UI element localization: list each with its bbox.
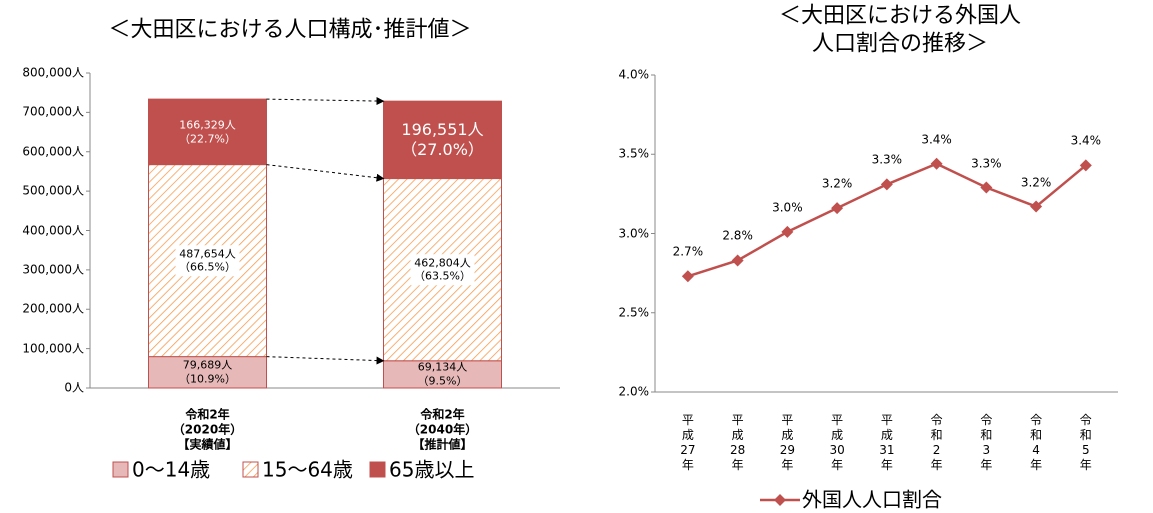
bar-segment bbox=[148, 356, 267, 389]
data-label: 79,689人 （10.9%） bbox=[179, 358, 236, 386]
data-label: 2.7% bbox=[672, 244, 704, 259]
x-tick-label: 平成29年 bbox=[779, 413, 795, 472]
y-tick-label: 3.5% bbox=[618, 146, 650, 161]
chart-title: ＜大田区における人口構成･推計値＞ bbox=[108, 17, 472, 43]
data-label: 3.0% bbox=[772, 200, 803, 215]
marker bbox=[681, 270, 694, 283]
x-tick-label: 令和2年 （2040年） 【推計値】 bbox=[407, 407, 478, 452]
marker bbox=[831, 202, 844, 215]
y-tick-label: 0人 bbox=[64, 380, 84, 395]
y-tick-label: 500,000人 bbox=[22, 183, 84, 198]
marker bbox=[980, 181, 993, 194]
x-tick-label: 令和2年 （2020年） 【実績値】 bbox=[172, 407, 243, 452]
x-tick-label: 平成31年 bbox=[879, 413, 895, 472]
legend-swatch bbox=[242, 461, 259, 478]
legend-label: 外国人人口割合 bbox=[802, 487, 942, 512]
legend-swatch bbox=[112, 461, 129, 478]
y-tick-label: 2.0% bbox=[618, 384, 650, 399]
data-label: 166,329人 （22.7%） bbox=[179, 118, 236, 145]
data-label: 196,551人 （27.0%） bbox=[401, 119, 484, 159]
y-tick-label: 800,000人 bbox=[22, 65, 84, 80]
bar-segment bbox=[148, 98, 267, 166]
data-label: 2.8% bbox=[722, 228, 753, 243]
data-label: 487,654人 （66.5%） bbox=[175, 244, 240, 277]
marker bbox=[1030, 200, 1043, 213]
marker bbox=[1079, 159, 1092, 172]
legend-swatch bbox=[369, 461, 386, 478]
x-tick-label: 平成28年 bbox=[729, 413, 746, 472]
y-tick-label: 100,000人 bbox=[22, 341, 84, 356]
data-label: 462,804人 （63.5%） bbox=[410, 253, 475, 286]
bar-segment bbox=[383, 100, 502, 180]
x-tick-label: 令和5年 bbox=[1079, 413, 1092, 472]
x-tick-label: 令和2年 bbox=[930, 413, 943, 472]
data-label: 3.4% bbox=[1070, 133, 1102, 148]
y-tick-label: 700,000人 bbox=[22, 104, 84, 119]
connector bbox=[266, 97, 385, 106]
legend-marker bbox=[774, 494, 786, 506]
data-label: 3.3% bbox=[871, 152, 903, 167]
x-tick-label: 令和3年 bbox=[980, 413, 993, 472]
legend-label: 0〜14歳 bbox=[132, 457, 211, 482]
y-tick-label: 600,000人 bbox=[22, 144, 84, 159]
y-tick-label: 3.0% bbox=[618, 226, 650, 240]
data-label: 3.3% bbox=[971, 156, 1002, 171]
marker bbox=[731, 254, 744, 267]
legend-label: 65歳以上 bbox=[389, 457, 475, 482]
legend-label: 15〜64歳 bbox=[262, 457, 353, 482]
connector bbox=[266, 356, 385, 365]
data-label: 3.2% bbox=[821, 176, 853, 191]
bar-segment bbox=[383, 360, 502, 389]
connector bbox=[266, 164, 385, 182]
marker bbox=[880, 178, 893, 191]
marker bbox=[930, 157, 943, 170]
y-tick-label: 2.5% bbox=[618, 305, 650, 320]
data-label: 3.2% bbox=[1020, 175, 1052, 190]
y-tick-label: 4.0% bbox=[618, 67, 650, 82]
chart-title: ＜大田区における外国人人口割合の推移＞ bbox=[778, 3, 1021, 57]
data-label: 69,134人 （9.5%） bbox=[417, 360, 468, 388]
y-tick-label: 200,000人 bbox=[22, 301, 84, 316]
marker bbox=[781, 225, 794, 238]
x-tick-label: 平成30年 bbox=[829, 413, 845, 472]
x-tick-label: 平成27年 bbox=[680, 413, 696, 472]
y-tick-label: 300,000人 bbox=[22, 262, 84, 277]
y-tick-label: 400,000人 bbox=[22, 223, 84, 237]
data-label: 3.4% bbox=[921, 132, 952, 147]
x-tick-label: 令和4年 bbox=[1030, 413, 1043, 472]
